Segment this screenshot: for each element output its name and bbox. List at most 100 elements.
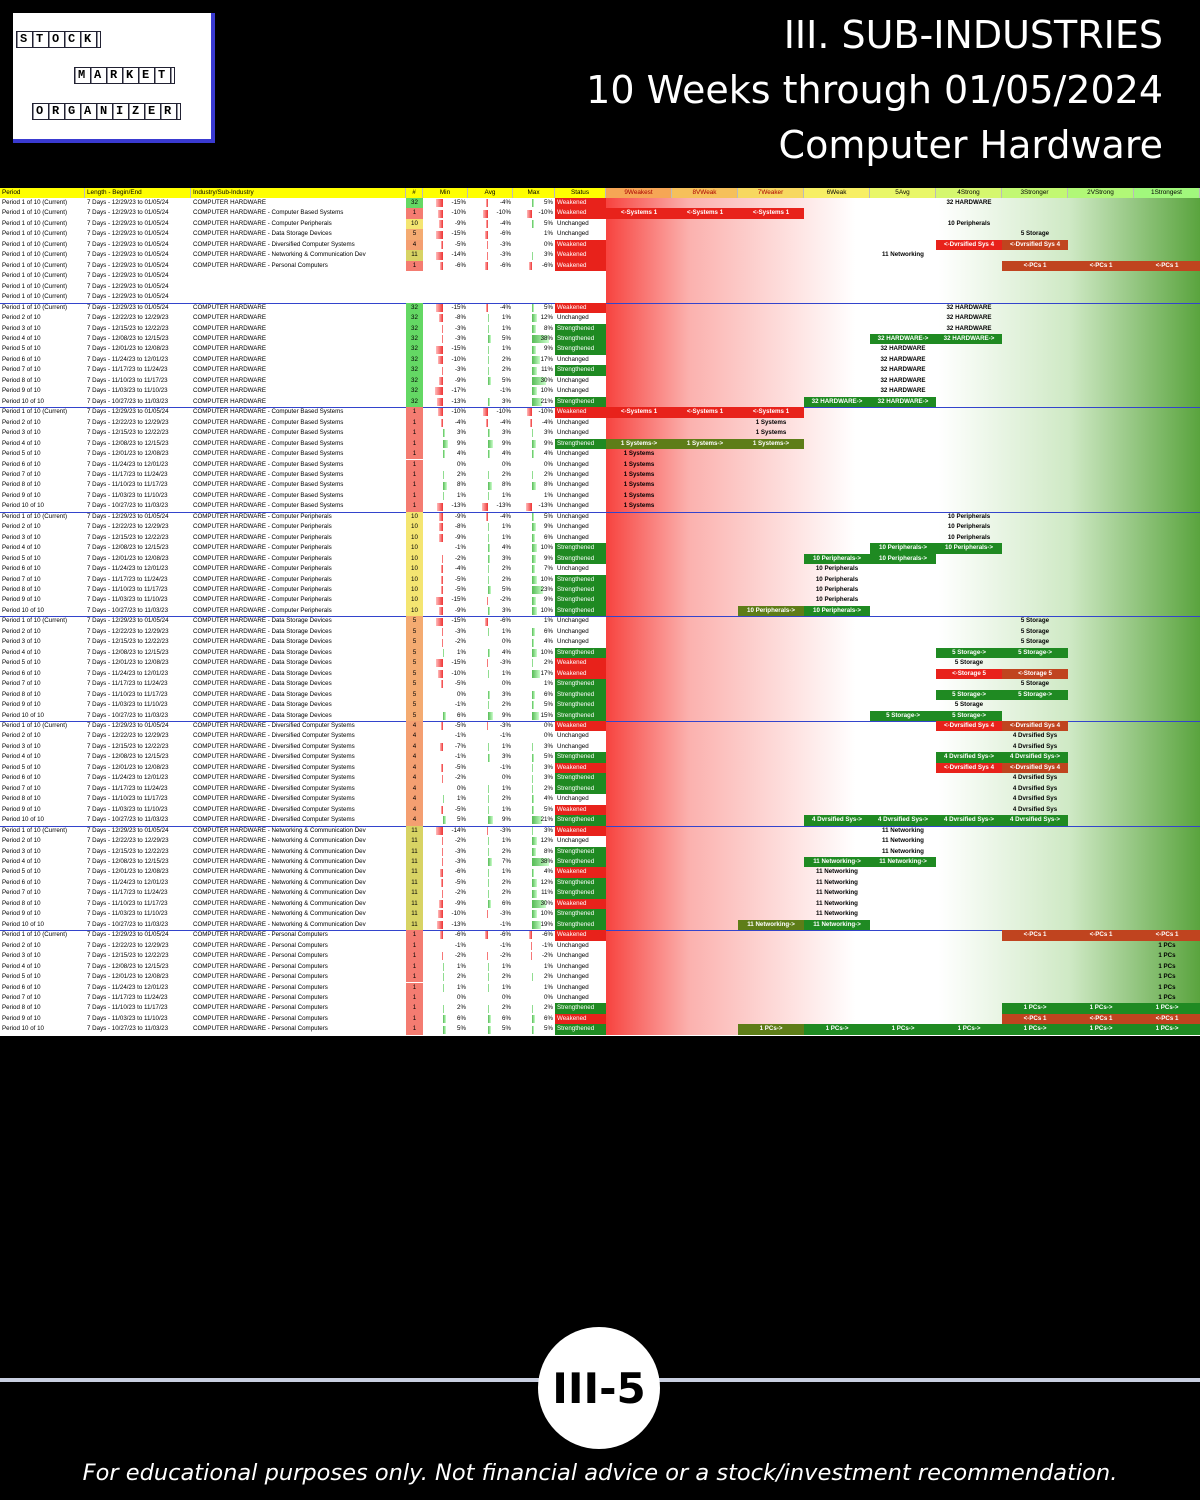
rank-cell: 1 PCs <box>1158 962 1176 970</box>
table-cell: 3% <box>544 763 553 771</box>
table-cell: 7 Days - 12/29/23 to 01/05/24 <box>87 826 169 834</box>
column-header: 2VStrong <box>1068 188 1134 198</box>
table-cell: Unchanged <box>557 627 589 635</box>
table-cell: 1 <box>406 428 423 439</box>
rank-cell: 11 Networking-> <box>738 919 804 931</box>
table-cell: -3% <box>454 627 466 635</box>
table-cell: -5% <box>454 575 466 583</box>
table-cell: COMPUTER HARDWARE - Networking & Communi… <box>193 920 366 928</box>
table-cell: Period 7 of 10 <box>2 575 41 583</box>
table-cell: COMPUTER HARDWARE - Personal Computers <box>193 261 328 269</box>
data-bar <box>488 1004 490 1013</box>
table-cell: COMPUTER HARDWARE - Diversified Computer… <box>193 763 355 771</box>
page-number: III-5 <box>538 1327 660 1449</box>
table-cell: 11 <box>406 825 423 837</box>
data-bar <box>485 261 489 270</box>
table-cell: Period 7 of 10 <box>2 366 41 374</box>
table-cell: COMPUTER HARDWARE - Networking & Communi… <box>193 868 366 876</box>
table-cell: 0% <box>544 732 553 740</box>
table-cell: 4% <box>502 544 511 552</box>
rank-cell: <-Dvrsified Sys 4 <box>1002 239 1068 251</box>
data-bar <box>531 544 537 553</box>
table-cell: COMPUTER HARDWARE - Diversified Computer… <box>193 732 355 740</box>
table-cell: Period 6 of 10 <box>2 983 41 991</box>
table-cell: 7 Days - 12/29/23 to 01/05/24 <box>87 722 169 729</box>
table-cell: 1% <box>457 962 466 970</box>
rank-cell: 10 Peripherals <box>815 596 859 604</box>
table-cell: Period 1 of 10 (Current) <box>2 408 67 416</box>
table-cell: -15% <box>451 345 466 353</box>
rank-cell: 5 Storage-> <box>936 689 1002 701</box>
data-bar <box>488 429 490 438</box>
data-bar <box>527 408 532 417</box>
table-cell: 5 <box>406 658 423 669</box>
table-cell: 9% <box>502 816 511 824</box>
table-cell: -2% <box>499 596 511 604</box>
data-bar <box>531 513 535 521</box>
table-cell: 7 Days - 10/27/23 to 11/03/23 <box>87 1025 169 1033</box>
rank-cell: 10 Peripherals-> <box>870 553 936 565</box>
table-cell: 7 Days - 12/29/23 to 01/05/24 <box>87 282 169 290</box>
table-cell: -9% <box>454 606 466 614</box>
table-cell: 1% <box>457 491 466 499</box>
data-table: Period Length - Begin/End Industry/Sub-Ind… <box>0 188 1200 1036</box>
data-bar <box>529 261 532 270</box>
table-cell: 2% <box>544 1004 553 1012</box>
table-cell: COMPUTER HARDWARE - Data Storage Devices <box>193 617 332 625</box>
table-cell: 1% <box>502 627 511 635</box>
table-cell: -3% <box>499 722 511 729</box>
data-bar <box>488 847 490 856</box>
table-cell: 9% <box>544 554 553 562</box>
table-cell: 7 Days - 11/24/23 to 12/01/23 <box>87 669 169 677</box>
table-cell: 5 <box>406 229 423 240</box>
table-cell: Period 8 of 10 <box>2 899 41 907</box>
table-cell: COMPUTER HARDWARE - Computer Based Syste… <box>193 429 344 437</box>
table-cell: Strengthened <box>555 783 606 795</box>
data-bar <box>531 324 536 333</box>
data-bar <box>531 920 541 929</box>
rank-cell: <-PCs 1 <box>1134 260 1200 272</box>
rank-cell: <-Dvrsified Sys 4 <box>936 762 1002 774</box>
data-bar <box>439 523 444 532</box>
table-cell: Strengthened <box>555 574 606 585</box>
table-cell: Weakened <box>555 825 606 837</box>
data-bar <box>531 816 542 825</box>
table-cell: COMPUTER HARDWARE <box>193 314 266 322</box>
table-cell: 11% <box>541 366 553 374</box>
table-cell: 19% <box>540 920 553 928</box>
table-cell: 7 Days - 11/03/23 to 11/10/23 <box>87 596 168 604</box>
table-cell: 0% <box>502 638 511 646</box>
table-cell: 0% <box>457 784 466 792</box>
table-cell: Strengthened <box>555 679 606 690</box>
table-cell: 7 Days - 12/15/23 to 12/22/23 <box>87 638 169 646</box>
table-cell: Unchanged <box>557 355 589 363</box>
rank-cell: 32 HARDWARE <box>880 355 926 363</box>
table-cell: 7 Days - 12/29/23 to 01/05/24 <box>87 219 169 227</box>
table-cell: 32 <box>406 313 423 324</box>
table-cell: 5% <box>544 1025 553 1033</box>
table-cell: 10 <box>406 532 423 544</box>
table-cell: 9% <box>544 345 553 353</box>
table-cell: COMPUTER HARDWARE <box>193 355 266 363</box>
rank-cell: <-Systems 1 <box>672 407 738 418</box>
table-cell: -5% <box>454 586 466 594</box>
table-cell: 1% <box>544 617 553 625</box>
table-cell: -6% <box>454 868 466 876</box>
column-header: Avg <box>468 188 513 198</box>
table-cell: 32 <box>406 354 423 366</box>
table-cell: -10% <box>451 910 466 918</box>
table-cell: 0% <box>457 993 466 1001</box>
data-bar <box>486 826 489 835</box>
table-cell: 6% <box>544 627 553 635</box>
table-cell: -15% <box>451 596 466 604</box>
column-header: 8VWeak <box>672 188 738 198</box>
table-cell: 5 <box>406 668 423 680</box>
table-cell: -1% <box>499 941 511 949</box>
rank-cell: 1 Systems <box>623 470 655 478</box>
table-cell: -8% <box>454 314 466 322</box>
table-cell: -3% <box>454 334 466 342</box>
table-cell: Strengthened <box>555 365 606 376</box>
table-cell: 9% <box>457 439 466 447</box>
table-cell: -15% <box>451 199 466 206</box>
data-bar <box>486 220 489 229</box>
